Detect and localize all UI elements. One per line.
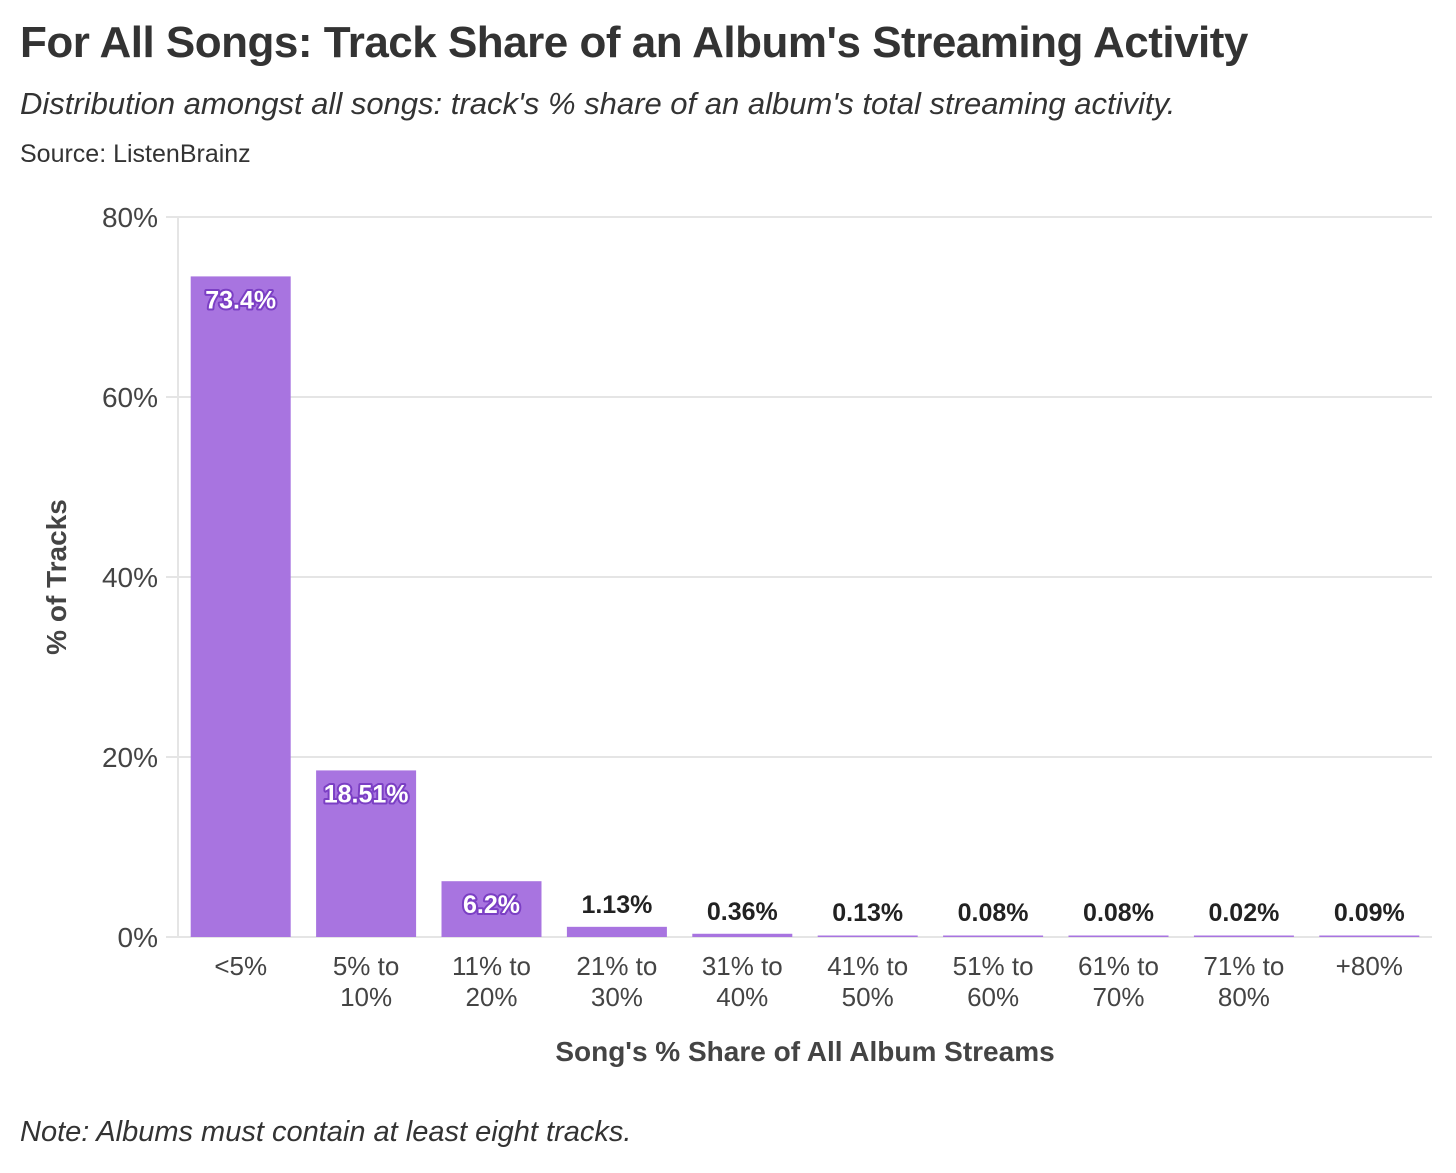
- bar[interactable]: [190, 276, 291, 937]
- x-tick-label: 10%: [340, 982, 392, 1012]
- bar[interactable]: [817, 935, 918, 938]
- x-tick-label: 61% to: [1078, 951, 1159, 981]
- x-tick-label: 21% to: [576, 951, 657, 981]
- bar[interactable]: [441, 881, 542, 937]
- bar-data-label: 0.09%: [1334, 899, 1405, 927]
- x-tick-label: 30%: [591, 982, 643, 1012]
- y-tick-label: 80%: [102, 202, 158, 233]
- bar-data-label: 0.02%: [1208, 899, 1279, 927]
- chart-note: Note: Albums must contain at least eight…: [20, 1116, 632, 1148]
- x-tick-label: +80%: [1336, 951, 1403, 981]
- bar-data-label: 0.13%: [832, 899, 903, 927]
- x-tick-label: 5% to: [333, 951, 400, 981]
- bar[interactable]: [692, 933, 793, 937]
- x-tick-label: 41% to: [827, 951, 908, 981]
- x-tick-label: <5%: [214, 951, 267, 981]
- y-tick-label: 20%: [102, 742, 158, 773]
- x-axis-title: Song's % Share of All Album Streams: [555, 1036, 1054, 1067]
- bar-data-label: 0.36%: [707, 898, 778, 926]
- y-tick-label: 40%: [102, 562, 158, 593]
- bar[interactable]: [1193, 935, 1294, 938]
- x-tick-label: 11% to: [452, 951, 531, 981]
- bar[interactable]: [316, 770, 417, 937]
- x-tick-label: 31% to: [702, 951, 783, 981]
- bar-data-label: 1.13%: [581, 891, 652, 919]
- bar-data-label: 73.4%: [205, 286, 276, 314]
- x-tick-label: 60%: [967, 982, 1019, 1012]
- x-tick-label: 20%: [465, 982, 517, 1012]
- bar-data-label: 0.08%: [958, 899, 1029, 927]
- x-tick-label: 70%: [1092, 982, 1144, 1012]
- bar-data-label: 6.2%: [463, 891, 520, 919]
- y-tick-label: 0%: [118, 922, 158, 953]
- x-tick-label: 40%: [716, 982, 768, 1012]
- bar-data-label: 0.08%: [1083, 899, 1154, 927]
- chart-source: Source: ListenBrainz: [20, 140, 251, 168]
- bar-data-label: 18.51%: [324, 780, 409, 808]
- y-axis-title: % of Tracks: [41, 499, 72, 655]
- bar[interactable]: [943, 935, 1044, 938]
- y-tick-label: 60%: [102, 382, 158, 413]
- x-tick-label: 71% to: [1203, 951, 1284, 981]
- x-tick-label: 51% to: [953, 951, 1034, 981]
- x-tick-label: 80%: [1218, 982, 1270, 1012]
- x-tick-label: 50%: [842, 982, 894, 1012]
- chart-title: For All Songs: Track Share of an Album's…: [20, 18, 1248, 67]
- bar[interactable]: [1319, 935, 1420, 938]
- bar[interactable]: [1068, 935, 1169, 938]
- bar[interactable]: [566, 926, 667, 937]
- chart-subtitle: Distribution amongst all songs: track's …: [20, 86, 1176, 121]
